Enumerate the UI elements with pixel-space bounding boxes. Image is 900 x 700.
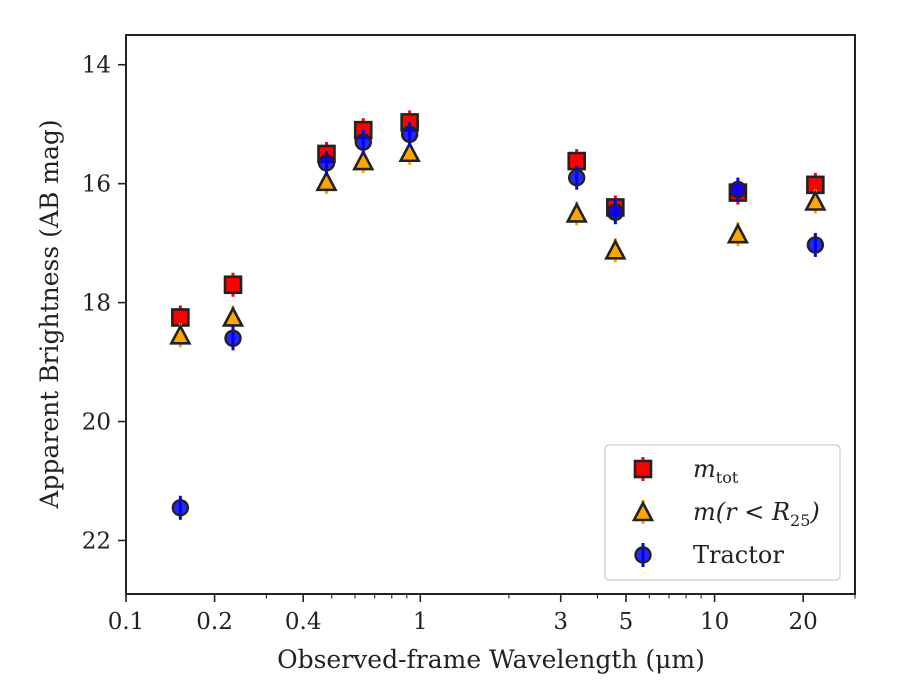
x-tick-label: 0.1: [108, 609, 145, 635]
m-r25-point: [604, 238, 627, 260]
x-axis-ticks: 0.1 0.2 0.4 1 3 5 10 20: [108, 594, 856, 635]
tractor-point: [806, 236, 825, 254]
legend-marker: [634, 546, 652, 564]
tractor-point: [317, 154, 336, 172]
m-r25-point: [352, 149, 375, 171]
y-axis-ticks: 14 16 18 20 22: [82, 53, 126, 554]
legend: mtot m(r < R25) Tractor: [604, 444, 841, 581]
legend-marker: [633, 459, 653, 479]
tractor-point: [568, 169, 586, 187]
x-tick-label: 3: [553, 609, 568, 635]
y-tick-label: 22: [82, 528, 111, 554]
x-tick-label: 5: [619, 609, 634, 635]
m-r25-point: [804, 189, 827, 211]
m-r25-point: [221, 305, 245, 327]
m-tot-point: [223, 275, 243, 295]
tractor-point: [224, 329, 242, 347]
y-tick-label: 18: [82, 291, 111, 317]
m-r25-point: [398, 140, 421, 163]
tractor-point: [354, 133, 372, 151]
plot-area: [125, 34, 856, 595]
x-tick-label: 1: [413, 609, 428, 635]
x-axis-label: Observed-frame Wavelength (μm): [277, 645, 705, 674]
m-tot-point: [171, 308, 190, 327]
series-square: [171, 110, 825, 330]
x-tick-label: 0.2: [196, 609, 233, 635]
y-tick-label: 20: [82, 410, 111, 436]
tractor-point: [606, 203, 625, 221]
legend-marker: [631, 500, 655, 522]
y-tick-label: 14: [82, 53, 111, 79]
y-axis-label: Apparent Brightness (AB mag): [35, 119, 64, 509]
series-circle: [171, 122, 825, 520]
x-tick-label: 0.4: [285, 609, 322, 635]
m-r25-point: [169, 323, 192, 345]
tractor-point: [171, 499, 190, 517]
legend-label: mtot: [693, 455, 739, 487]
legend-label: m(r < R25): [693, 498, 820, 530]
tractor-point: [400, 125, 419, 144]
x-tick-label: 10: [700, 609, 729, 635]
series-triangle: [169, 140, 827, 348]
m-r25-point: [565, 201, 588, 223]
m-r25-point: [315, 170, 338, 192]
y-tick-label: 16: [82, 172, 111, 198]
m-r25-point: [726, 222, 750, 244]
x-tick-label: 20: [789, 609, 818, 635]
legend-label: Tractor: [693, 541, 784, 569]
legend-box: [604, 444, 841, 581]
tractor-point: [729, 180, 747, 199]
plot-frame: [125, 34, 856, 595]
